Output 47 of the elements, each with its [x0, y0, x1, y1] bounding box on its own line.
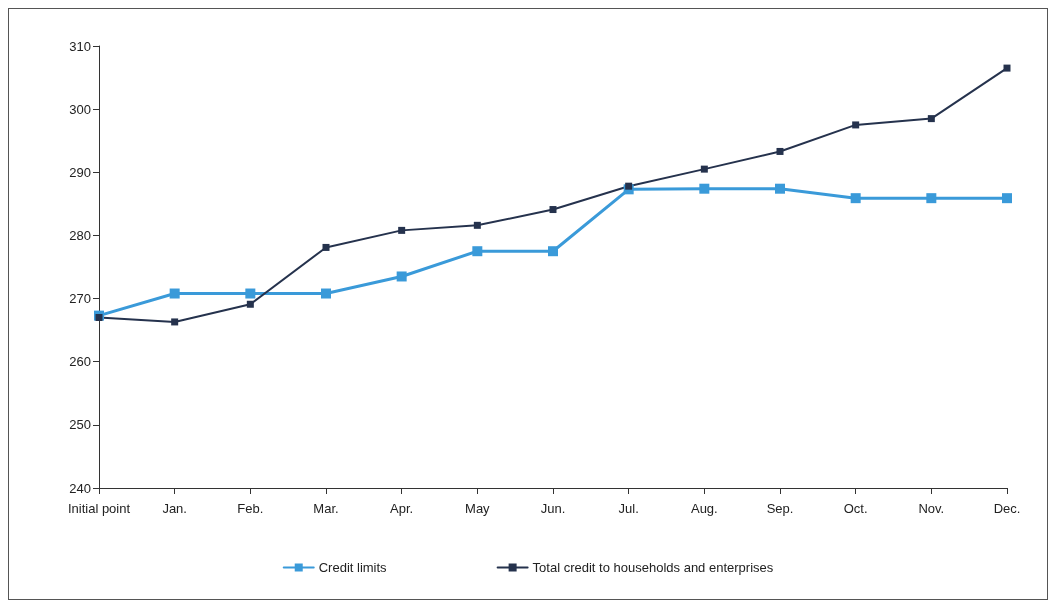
- x-tick-label: Dec.: [993, 501, 1021, 516]
- point: [472, 246, 483, 257]
- point: [171, 318, 179, 326]
- point: [321, 288, 331, 299]
- point: [169, 288, 180, 299]
- x-tick-label: Feb.: [237, 501, 264, 516]
- point: [246, 300, 254, 308]
- y-tick-label: 270: [69, 291, 91, 307]
- legend-label: Total credit to households and enterprises: [532, 560, 774, 575]
- point: [625, 182, 633, 190]
- x-tick-label: May: [465, 501, 491, 516]
- point: [245, 288, 256, 299]
- point: [398, 226, 406, 234]
- point: [322, 243, 330, 251]
- legend-label: Credit limits: [318, 560, 388, 575]
- x-tick-label: Sep.: [766, 501, 794, 516]
- point: [549, 206, 557, 214]
- point: [548, 246, 558, 257]
- x-tick-label: Mar.: [313, 501, 339, 516]
- x-tick-label: Aug.: [690, 501, 718, 516]
- x-tick-label: Initial point: [67, 501, 131, 516]
- point: [776, 147, 784, 155]
- y-tick-label: 260: [69, 354, 91, 370]
- y-tick-label: 250: [69, 417, 91, 433]
- x-tick-label: Apr.: [390, 501, 414, 516]
- point: [926, 193, 937, 204]
- y-tick-label: 240: [69, 480, 91, 496]
- point: [1003, 64, 1011, 72]
- point: [95, 314, 103, 322]
- point: [775, 183, 785, 194]
- point: [1002, 193, 1012, 204]
- point: [699, 183, 710, 194]
- point: [473, 221, 481, 229]
- y-tick-label: 300: [69, 101, 91, 117]
- point: [700, 165, 708, 173]
- y-tick-label: 290: [69, 164, 91, 180]
- x-tick-label: Oct.: [843, 501, 868, 516]
- y-tick-label: 280: [69, 227, 91, 243]
- x-tick-label: Jun.: [540, 501, 566, 516]
- point: [396, 271, 407, 282]
- point: [927, 115, 935, 123]
- x-tick-label: Jul.: [618, 501, 639, 516]
- x-tick-label: Nov.: [918, 501, 945, 516]
- point: [852, 121, 860, 129]
- point: [850, 193, 861, 204]
- y-tick-label: 310: [69, 38, 91, 54]
- x-tick-label: Jan.: [162, 501, 187, 516]
